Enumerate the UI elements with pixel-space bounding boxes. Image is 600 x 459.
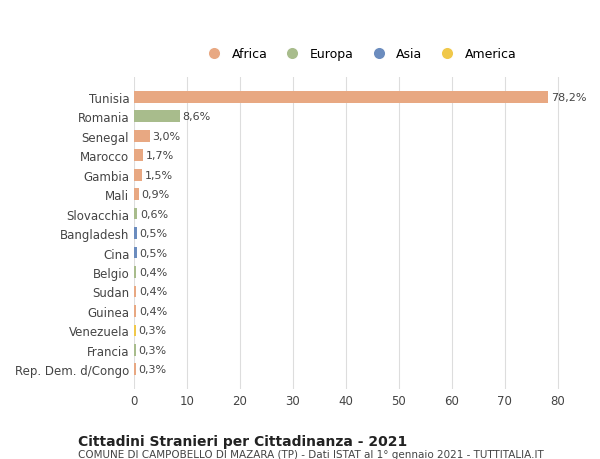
Text: 0,4%: 0,4% <box>139 287 167 297</box>
Text: 0,3%: 0,3% <box>139 364 166 375</box>
Text: 1,5%: 1,5% <box>145 170 173 180</box>
Text: 78,2%: 78,2% <box>551 93 586 103</box>
Bar <box>134 169 142 181</box>
Bar <box>134 344 136 356</box>
Bar <box>134 267 136 278</box>
Bar <box>134 325 136 336</box>
Text: 0,4%: 0,4% <box>139 306 167 316</box>
Bar <box>134 150 143 162</box>
Text: 0,6%: 0,6% <box>140 209 168 219</box>
Text: 0,3%: 0,3% <box>139 345 166 355</box>
Bar <box>134 305 136 317</box>
Bar <box>134 189 139 201</box>
Bar <box>134 208 137 220</box>
Text: 0,9%: 0,9% <box>142 190 170 200</box>
Legend: Africa, Europa, Asia, America: Africa, Europa, Asia, America <box>196 43 521 66</box>
Text: 1,7%: 1,7% <box>146 151 174 161</box>
Text: 8,6%: 8,6% <box>182 112 211 122</box>
Text: 0,3%: 0,3% <box>139 326 166 336</box>
Bar <box>134 364 136 375</box>
Bar <box>134 92 548 103</box>
Text: 0,5%: 0,5% <box>139 229 167 239</box>
Bar <box>134 228 137 240</box>
Text: 0,4%: 0,4% <box>139 268 167 277</box>
Text: COMUNE DI CAMPOBELLO DI MAZARA (TP) - Dati ISTAT al 1° gennaio 2021 - TUTTITALIA: COMUNE DI CAMPOBELLO DI MAZARA (TP) - Da… <box>78 449 544 459</box>
Bar <box>134 247 137 259</box>
Bar <box>134 111 179 123</box>
Text: Cittadini Stranieri per Cittadinanza - 2021: Cittadini Stranieri per Cittadinanza - 2… <box>78 434 407 448</box>
Bar <box>134 131 150 142</box>
Text: 0,5%: 0,5% <box>139 248 167 258</box>
Bar <box>134 286 136 297</box>
Text: 3,0%: 3,0% <box>152 131 181 141</box>
